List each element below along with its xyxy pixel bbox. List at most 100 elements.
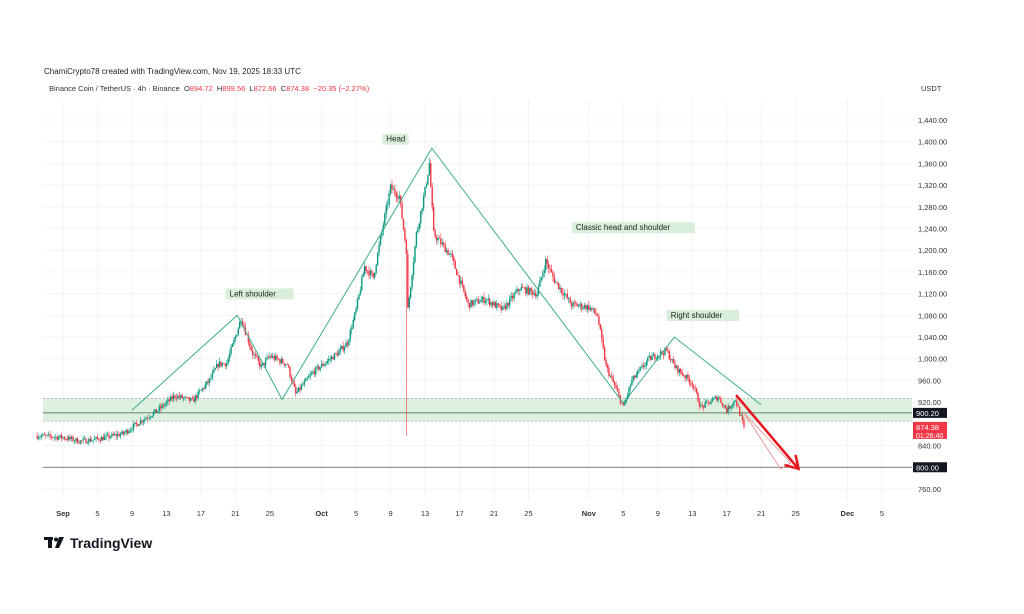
candle-body: [694, 387, 696, 389]
candle-body: [43, 434, 46, 436]
candle-body: [177, 395, 179, 399]
candle-body: [691, 383, 693, 386]
candle-body: [609, 375, 612, 377]
candle-body: [648, 355, 650, 358]
candle-body: [494, 302, 497, 308]
candle-body: [157, 410, 159, 413]
candle-body: [295, 386, 297, 394]
candle-body: [401, 203, 403, 219]
candle-body: [569, 297, 571, 304]
candle-body: [450, 253, 452, 255]
candle-body: [348, 339, 350, 346]
candle-body: [629, 385, 632, 388]
candle-body: [233, 339, 235, 344]
x-tick-label: 25: [524, 509, 532, 518]
candle-body: [496, 303, 498, 308]
candle-body: [687, 374, 689, 379]
candle-body: [165, 401, 168, 405]
candle-body: [187, 396, 189, 398]
candle-body: [122, 431, 125, 434]
candle-body: [513, 293, 515, 299]
candle-body: [503, 305, 505, 307]
candle-body: [711, 399, 714, 402]
candle-body: [346, 342, 349, 346]
candle-body: [652, 354, 655, 357]
candle-body: [395, 193, 398, 198]
x-tick-label: 9: [130, 509, 134, 518]
candle-body: [399, 195, 402, 204]
candle-body: [287, 364, 290, 367]
candle-body: [671, 358, 673, 361]
candle-body: [174, 395, 176, 398]
candle-body: [519, 290, 521, 291]
candle-body: [158, 406, 160, 411]
candle-body: [388, 193, 390, 205]
candle-body: [493, 302, 495, 306]
candle-body: [576, 303, 579, 307]
candle-body: [543, 270, 545, 274]
low-value: 872.66: [253, 84, 277, 93]
candle-body: [392, 188, 395, 190]
candle-body: [552, 272, 554, 277]
candle-body: [47, 434, 50, 435]
candle-body: [741, 415, 744, 421]
candle-body: [168, 399, 171, 401]
candle-body: [171, 396, 173, 400]
candle-body: [273, 356, 275, 360]
candle-body: [50, 436, 53, 438]
candle-body: [131, 429, 133, 431]
candle-body: [721, 402, 724, 406]
candle-body: [276, 355, 278, 359]
candle-body: [559, 287, 561, 290]
annotation-label: Left shoulder: [230, 289, 277, 298]
y-tick-label: 1,040.00: [918, 333, 947, 342]
candle-body: [478, 302, 481, 304]
candle-body: [151, 415, 153, 418]
candle-body: [330, 356, 333, 359]
candle-body: [586, 305, 589, 310]
candle-body: [563, 293, 566, 296]
tradingview-logo[interactable]: TradingView: [44, 535, 152, 551]
candle-body: [75, 438, 77, 441]
tradingview-logo-text: TradingView: [70, 535, 153, 551]
candle-body: [322, 363, 324, 366]
candle-body: [384, 213, 386, 225]
candle-body: [92, 439, 94, 441]
candle-body: [570, 303, 573, 307]
candle-body: [129, 429, 132, 432]
candle-body: [297, 387, 300, 392]
candle-body: [649, 355, 652, 360]
tradingview-logo-icon: [44, 537, 64, 548]
candle-body: [259, 360, 261, 367]
candle-body: [402, 218, 405, 230]
candle-body: [455, 268, 458, 276]
candle-body: [63, 437, 66, 439]
candle-body: [602, 338, 604, 348]
candle-body: [36, 435, 38, 439]
countdown-label: 01:26:40: [916, 433, 943, 440]
x-tick-label: 9: [656, 509, 660, 518]
candle-body: [644, 365, 646, 367]
candle-body: [205, 381, 208, 385]
candle-body: [162, 404, 165, 407]
candle-body: [188, 397, 191, 401]
candle-body: [55, 436, 57, 438]
candle-body: [82, 438, 84, 441]
symbol-name[interactable]: Binance Coin / TetherUS · 4h · Binance: [49, 84, 180, 93]
candle-body: [398, 195, 400, 199]
candle-body: [134, 422, 136, 424]
candle-body: [115, 434, 117, 437]
candle-body: [603, 347, 606, 360]
candle-body: [736, 400, 738, 406]
candle-body: [257, 357, 260, 361]
x-tick-label: 25: [792, 509, 800, 518]
candle-body: [362, 273, 364, 278]
candle-body: [260, 364, 262, 367]
candle-body: [631, 379, 633, 386]
candle-body: [144, 418, 146, 421]
candle-body: [645, 361, 647, 366]
x-tick-label: 17: [723, 509, 731, 518]
candle-body: [306, 378, 308, 379]
candle-body: [95, 437, 97, 439]
